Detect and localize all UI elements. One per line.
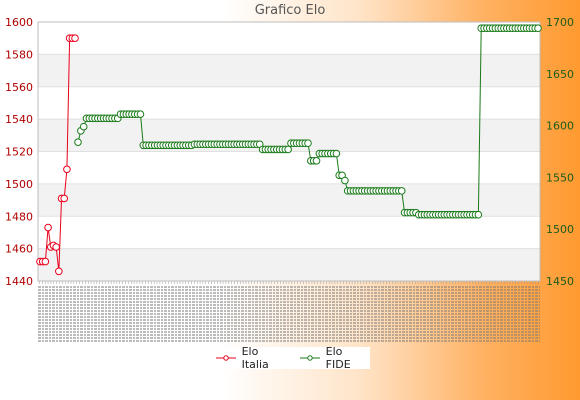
legend-label-italia: Elo Italia xyxy=(241,345,269,371)
grid-band xyxy=(38,248,540,281)
elo-italia-point[interactable] xyxy=(55,267,63,276)
elo-italia-point[interactable] xyxy=(52,243,60,251)
y-left-tick-label: 1500 xyxy=(5,178,33,191)
y-left-tick-label: 1600 xyxy=(5,16,33,29)
elo-fide-point[interactable] xyxy=(74,138,82,146)
y-right-tick-label: 1650 xyxy=(546,68,574,81)
elo-fide-point[interactable] xyxy=(79,122,88,131)
y-left-tick-label: 1520 xyxy=(5,146,33,159)
elo-fide-point[interactable] xyxy=(474,210,483,219)
y-left-tick-label: 1480 xyxy=(5,210,33,223)
elo-italia-point[interactable] xyxy=(60,194,69,203)
elo-italia-line xyxy=(40,37,75,272)
y-right-tick-label: 1600 xyxy=(546,120,574,133)
elo-fide-point[interactable] xyxy=(304,139,312,148)
y-left-tick-label: 1440 xyxy=(5,275,33,288)
plot-border xyxy=(37,21,541,282)
chart-title: Grafico Elo xyxy=(254,3,326,18)
elo-italia-point[interactable] xyxy=(41,257,50,266)
elo-fide-point[interactable] xyxy=(332,149,341,158)
y-left-tick-label: 1560 xyxy=(5,81,33,94)
legend-label-fide: Elo FIDE xyxy=(325,345,351,371)
legend-item-fide[interactable]: Elo FIDE xyxy=(300,345,370,371)
elo-italia-point[interactable] xyxy=(63,165,71,174)
y-left-tick-label: 1460 xyxy=(5,243,33,256)
elo-italia-point[interactable] xyxy=(71,34,79,42)
y-left-tick-label: 1540 xyxy=(5,113,33,126)
legend-swatch-fide xyxy=(300,355,320,361)
y-left-tick-label: 1580 xyxy=(5,48,33,61)
elo-fide-point[interactable] xyxy=(284,145,292,154)
y-right-tick-label: 1700 xyxy=(546,16,574,29)
chart-legend: Elo Italia Elo FIDE xyxy=(210,345,370,371)
legend-item-italia[interactable]: Elo Italia xyxy=(216,345,288,371)
grid-band xyxy=(38,183,540,217)
elo-fide-point[interactable] xyxy=(341,176,349,185)
legend-swatch-italia xyxy=(216,355,236,361)
elo-fide-point[interactable] xyxy=(136,110,145,119)
y-right-tick-label: 1550 xyxy=(546,171,574,184)
elo-fide-point[interactable] xyxy=(397,187,406,195)
grid-band xyxy=(38,54,540,87)
elo-italia-point[interactable] xyxy=(44,223,52,232)
y-right-tick-label: 1500 xyxy=(546,223,574,236)
y-right-tick-label: 1450 xyxy=(546,275,574,288)
elo-fide-point[interactable] xyxy=(534,24,542,33)
elo-fide-point[interactable] xyxy=(312,157,321,165)
